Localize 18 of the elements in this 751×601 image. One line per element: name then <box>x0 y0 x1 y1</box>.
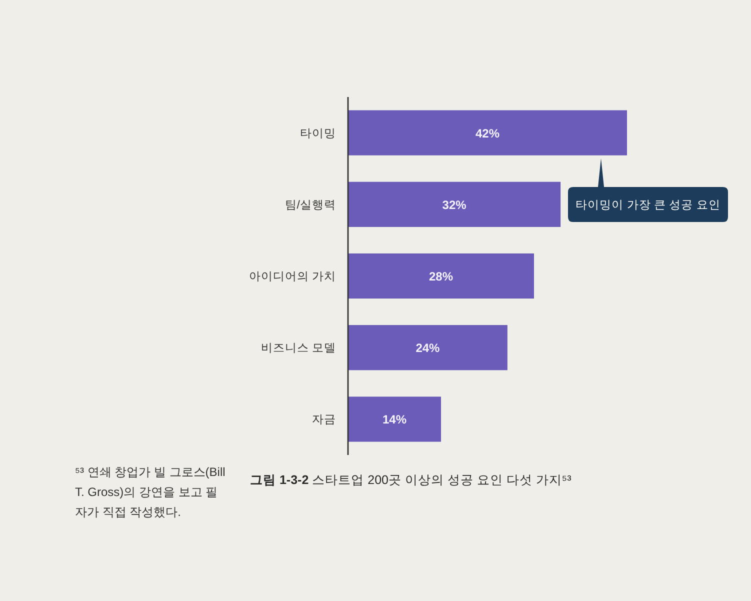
bar <box>348 182 561 227</box>
data-label: 42% <box>475 126 500 140</box>
data-label: 24% <box>416 341 440 356</box>
bar <box>348 110 627 156</box>
y-tick-label: 타이밍 <box>300 128 336 140</box>
y-tick-label: 비즈니스 모델 <box>260 342 336 355</box>
data-label: 14% <box>382 412 407 427</box>
data-label: 32% <box>442 198 467 212</box>
annotation: 타이밍이 가장 큰 성공 요인 <box>576 200 720 212</box>
bar <box>348 325 508 370</box>
y-tick-label: 자금 <box>312 414 336 426</box>
bar <box>348 253 534 299</box>
y-tick-label: 팀/실행력 <box>284 199 336 212</box>
chart-title: 그림 1-3-2 스타트업 200곳 이상의 성공 요인 다섯 가지⁵³ <box>250 473 572 487</box>
y-tick-label: 아이디어의 가치 <box>248 271 336 283</box>
text: ⁵³ 연쇄 창업가 빌 그로스(Bill T. Gross)의 강연을 보고 필자가 직접 작성했다. <box>75 464 226 521</box>
bar <box>348 396 441 442</box>
data-label: 28% <box>428 270 454 284</box>
